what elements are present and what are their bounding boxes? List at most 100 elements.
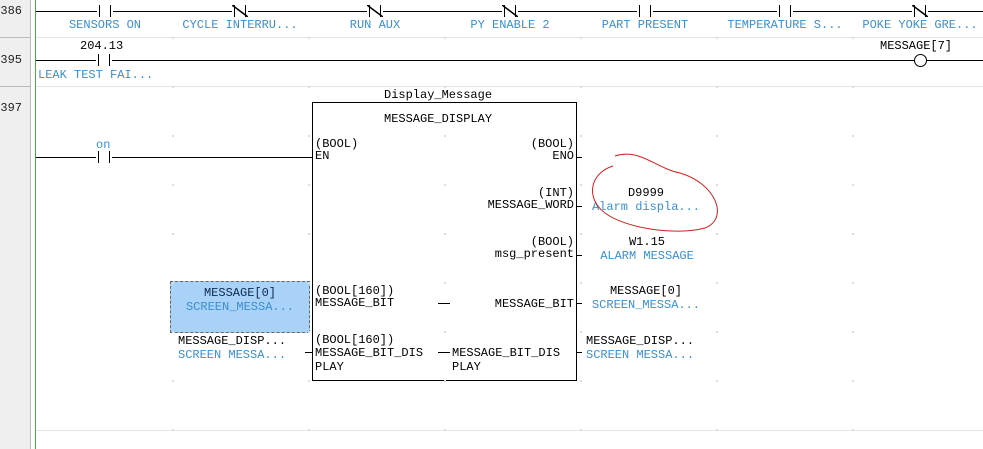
- no-contact[interactable]: [777, 5, 793, 17]
- grid-dot: [852, 37, 854, 39]
- function-block[interactable]: [312, 102, 577, 381]
- contact-comment: LEAK TEST FAI...: [38, 68, 154, 82]
- grid-dot: [172, 380, 174, 382]
- coil[interactable]: [914, 54, 927, 67]
- grid-dot: [852, 184, 854, 186]
- output-msg-present: (BOOL) msg_present: [494, 235, 574, 261]
- output-variable[interactable]: W1.15 ALARM MESSAGE: [600, 235, 694, 263]
- contact-comment: on: [96, 138, 111, 152]
- passthrough-wire: [438, 352, 450, 353]
- grid-dot: [852, 331, 854, 333]
- grid-dot: [172, 184, 174, 186]
- no-contact[interactable]: [97, 5, 113, 17]
- output-message-bit: MESSAGE_BIT: [494, 297, 574, 311]
- en-wire: [36, 157, 312, 158]
- output-variable[interactable]: D9999 Alarm displa...: [591, 186, 701, 214]
- grid-dot: [580, 331, 582, 333]
- grid-dot: [716, 86, 718, 88]
- no-contact[interactable]: [96, 54, 112, 66]
- grid-dot: [308, 429, 310, 431]
- input-message-bit-display: (BOOL[160]) MESSAGE_BIT_DIS PLAY: [315, 333, 424, 374]
- grid-dot: [444, 331, 446, 333]
- grid-dot: [852, 135, 854, 137]
- left-power-rail: [35, 0, 36, 449]
- contact-comment: PART PRESENT: [601, 18, 689, 32]
- row-number[interactable]: 386: [0, 4, 22, 18]
- input-message-bit: (BOOL[160]) MESSAGE_BIT: [315, 284, 395, 310]
- contact-comment: PY ENABLE 2: [470, 18, 550, 32]
- contact-comment: SENSORS ON: [68, 18, 141, 32]
- grid-dot: [852, 282, 854, 284]
- grid-dot: [716, 135, 718, 137]
- nc-contact[interactable]: [367, 5, 383, 17]
- output-wire: [576, 255, 582, 256]
- coil-variable: MESSAGE[7]: [880, 39, 953, 53]
- nc-contact[interactable]: [502, 5, 518, 17]
- grid-dot: [580, 233, 582, 235]
- output-variable[interactable]: MESSAGE[0] SCREEN_MESSA...: [591, 284, 701, 312]
- grid-dot: [852, 380, 854, 382]
- grid-dot: [444, 135, 446, 137]
- grid-dot: [444, 37, 446, 39]
- output-wire: [576, 303, 582, 304]
- grid-dot: [172, 429, 174, 431]
- nc-contact[interactable]: [232, 5, 248, 17]
- rung-separator: [36, 86, 983, 87]
- grid-dot: [852, 233, 854, 235]
- output-wire: [576, 352, 582, 353]
- grid-dot: [172, 86, 174, 88]
- grid-dot: [308, 380, 310, 382]
- contact-comment: TEMPERATURE S...: [727, 18, 843, 32]
- grid-dot: [580, 282, 582, 284]
- no-contact[interactable]: [637, 5, 653, 17]
- output-message-word: (INT) MESSAGE_WORD: [487, 186, 574, 212]
- grid-dot: [308, 37, 310, 39]
- contact-comment: POKE YOKE GRE...: [862, 18, 978, 32]
- grid-dot: [308, 233, 310, 235]
- grid-dot: [308, 86, 310, 88]
- grid-dot: [580, 380, 582, 382]
- input-variable[interactable]: MESSAGE_DISP... SCREEN MESSA...: [178, 334, 287, 362]
- no-contact[interactable]: [96, 151, 112, 163]
- grid-dot: [580, 37, 582, 39]
- red-annotation-circle: [592, 153, 718, 232]
- grid-dot: [444, 86, 446, 88]
- grid-dot: [444, 282, 446, 284]
- grid-dot: [580, 86, 582, 88]
- grid-dot: [172, 37, 174, 39]
- grid-dot: [716, 282, 718, 284]
- grid-dot: [172, 135, 174, 137]
- grid-dot: [308, 135, 310, 137]
- output-eno: (BOOL) ENO: [530, 137, 574, 163]
- grid-dot: [716, 184, 718, 186]
- output-wire: [576, 206, 582, 207]
- grid-dot: [444, 184, 446, 186]
- row-number-gutter: [0, 0, 31, 449]
- contact-comment: RUN AUX: [349, 18, 401, 32]
- output-wire: [576, 157, 582, 158]
- grid-dot: [308, 184, 310, 186]
- grid-dot: [444, 429, 446, 431]
- grid-dot: [852, 429, 854, 431]
- row-number[interactable]: 395: [0, 53, 22, 67]
- output-message-bit-display: MESSAGE_BIT_DIS PLAY: [452, 346, 561, 374]
- grid-dot: [444, 380, 446, 382]
- grid-dot: [716, 233, 718, 235]
- grid-dot: [716, 380, 718, 382]
- grid-dot: [716, 37, 718, 39]
- row-number[interactable]: 397: [0, 101, 22, 115]
- nc-contact[interactable]: [912, 5, 928, 17]
- grid-dot: [852, 86, 854, 88]
- rung-separator: [36, 37, 983, 38]
- grid-dot: [580, 135, 582, 137]
- block-type: MESSAGE_DISPLAY: [384, 112, 493, 126]
- grid-dot: [716, 429, 718, 431]
- rung-separator: [36, 430, 983, 431]
- grid-dot: [444, 233, 446, 235]
- grid-dot: [580, 429, 582, 431]
- selected-input-variable[interactable]: MESSAGE[0] SCREEN_MESSA...: [170, 281, 310, 333]
- contact-comment: CYCLE INTERRU...: [182, 18, 298, 32]
- contact-address: 204.13: [80, 39, 124, 53]
- divider: [0, 37, 30, 38]
- output-variable[interactable]: MESSAGE_DISP... SCREEN MESSA...: [586, 334, 695, 362]
